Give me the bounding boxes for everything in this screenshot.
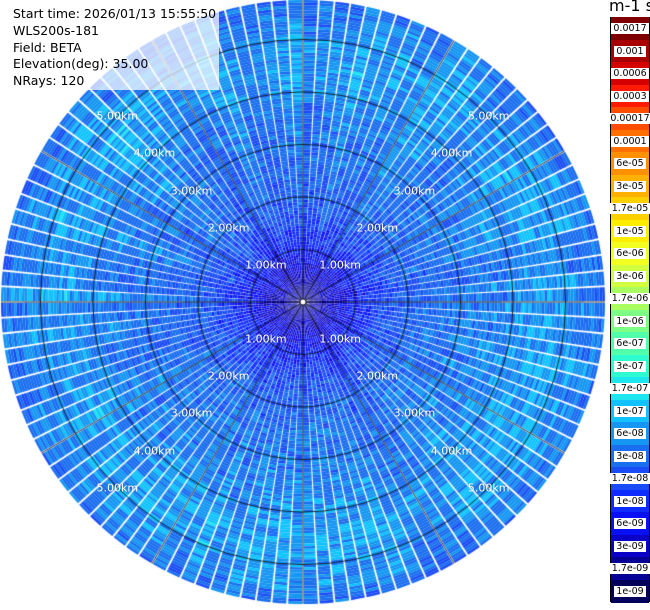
scan-info-block: Start time: 2026/01/13 15:55:50 WLS200s-… [12, 6, 220, 90]
colorbar-cell: 6e-06 [611, 242, 649, 265]
range-ring-label: 1.00km [245, 332, 287, 346]
range-ring-label: 5.00km [467, 109, 510, 123]
range-ring-label: 1.00km [319, 332, 361, 346]
range-ring-label: 3.00km [393, 184, 436, 198]
colorbar-cell: 3e-05 [611, 174, 649, 198]
colorbar-tick-label: 1e-09 [614, 585, 646, 597]
range-ring-label: 1.00km [319, 258, 361, 272]
colorbar-tick-label: 1.7e-07 [609, 383, 650, 394]
range-ring-label: 3.00km [393, 406, 436, 420]
colorbar-tick-label: 1.7e-05 [609, 203, 650, 214]
range-ring-label: 3.00km [170, 406, 213, 420]
colorbar-cell: 1e-09 [611, 579, 649, 603]
colorbar-tick-label: 6e-07 [614, 338, 646, 349]
colorbar-cell: 0.001 [611, 39, 649, 63]
start-time-text: Start time: 2026/01/13 15:55:50 [13, 6, 217, 21]
colorbar-tick-label: 0.0017 [611, 23, 649, 34]
colorbar-cell: 1.7e-09 [609, 557, 650, 580]
nrays-text: NRays: 120 [13, 73, 85, 89]
colorbar-cell: 0.0017 [611, 17, 649, 40]
colorbar-tick-label: 1e-06 [614, 315, 646, 327]
colorbar-cell: 0.0003 [611, 84, 649, 108]
colorbar-tick-label: 3e-09 [614, 540, 646, 552]
range-ring-label: 4.00km [133, 146, 176, 160]
range-ring-label: 4.00km [133, 444, 176, 458]
colorbar-tick-label: 0.001 [614, 45, 646, 57]
colorbar-cell: 1e-05 [611, 219, 649, 243]
colorbar-tick-label: 3e-07 [614, 360, 646, 372]
range-ring-label: 4.00km [430, 146, 473, 160]
colorbar-tick-label: 1e-05 [614, 225, 646, 237]
colorbar-cell: 1.7e-07 [609, 377, 650, 400]
range-ring-label: 1.00km [245, 258, 287, 272]
range-ring-label: 5.00km [96, 481, 139, 495]
colorbar-cell: 3e-06 [611, 264, 649, 288]
colorbar-tick-label: 3e-06 [614, 270, 646, 282]
colorbar-tick-label: 6e-08 [614, 428, 646, 439]
colorbar-tick-label: 1.7e-06 [609, 293, 650, 304]
colorbar-cell: 6e-07 [611, 332, 649, 355]
colorbar-cell: 1e-06 [611, 309, 649, 333]
colorbar: 0.0017 0.001 0.0006 0.0003 0.00017 0.0001 6e-0… [608, 17, 650, 603]
colorbar-cell: 3e-07 [611, 354, 649, 378]
colorbar-cell: 6e-08 [611, 422, 649, 445]
range-ring-label: 4.00km [430, 444, 473, 458]
colorbar-tick-label: 6e-06 [614, 248, 646, 259]
colorbar-tick-label: 0.0001 [611, 135, 649, 147]
colorbar-cell: 6e-09 [611, 512, 649, 535]
range-ring-label: 5.00km [467, 481, 510, 495]
range-ring-label: 2.00km [356, 369, 399, 383]
colorbar-tick-label: 0.0006 [611, 68, 649, 79]
range-ring-label: 2.00km [207, 221, 250, 235]
colorbar-cell: 1.7e-05 [609, 197, 650, 220]
colorbar-cell: 1.7e-08 [609, 467, 650, 490]
colorbar-tick-label: 0.0003 [611, 90, 649, 102]
colorbar-cell: 1.7e-06 [609, 287, 650, 310]
colorbar-tick-label: 1.7e-09 [609, 563, 650, 574]
colorbar-tick-label: 0.00017 [608, 113, 650, 124]
colorbar-tick-label: 3e-08 [614, 450, 646, 462]
colorbar-cell: 0.00017 [608, 107, 650, 130]
field-text: Field: BETA [13, 39, 82, 55]
range-ring-label: 2.00km [207, 369, 250, 383]
colorbar-tick-label: 1e-08 [614, 495, 646, 507]
colorbar-tick-label: 1e-07 [614, 405, 646, 417]
colorbar-cell: 6e-05 [611, 152, 649, 175]
range-ring-label: 3.00km [170, 184, 213, 198]
colorbar-tick-label: 6e-09 [614, 518, 646, 529]
colorbar-cell: 1e-08 [611, 489, 649, 513]
range-ring-label: 5.00km [96, 109, 139, 123]
colorbar-title: m-1 sr-1 [609, 0, 650, 15]
colorbar-tick-label: 1.7e-08 [609, 473, 650, 484]
colorbar-tick-label: 3e-05 [614, 180, 646, 192]
colorbar-cell: 0.0006 [611, 62, 649, 85]
range-ring-label: 2.00km [356, 221, 399, 235]
colorbar-cell: 3e-09 [611, 534, 649, 558]
device-name-text: WLS200s-181 [13, 22, 99, 38]
colorbar-cell: 1e-07 [611, 399, 649, 423]
colorbar-cell: 3e-08 [611, 444, 649, 468]
colorbar-tick-label: 6e-05 [614, 158, 646, 169]
elevation-text: Elevation(deg): 35.00 [13, 56, 149, 72]
colorbar-cell: 0.0001 [611, 129, 649, 153]
